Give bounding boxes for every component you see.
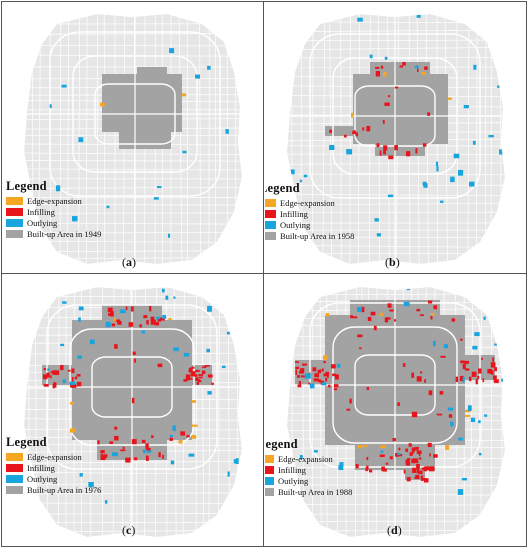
edge-expansion-swatch <box>6 452 23 461</box>
panel-caption-c: (c) <box>122 523 136 537</box>
outlying-swatch <box>6 218 23 227</box>
legend-item-edge-expansion: Edge-expansion <box>265 453 352 464</box>
map-panel-d: Legend Edge-expansion Infilling Outlying… <box>265 275 526 546</box>
built-up-swatch <box>6 229 23 238</box>
legend-label: Outlying <box>278 475 309 486</box>
legend-b: Legend Edge-expansion Infilling Outlying… <box>265 181 354 241</box>
city-map-d <box>287 287 505 537</box>
legend-item-infilling: Infilling <box>265 208 354 219</box>
legend-c: Legend Edge-expansion Infilling Outlying… <box>6 435 101 495</box>
legend-label: Outlying <box>27 217 58 228</box>
map-panel-b: Legend Edge-expansion Infilling Outlying… <box>265 2 526 273</box>
legend-a: Legend Edge-expansion Infilling Outlying… <box>6 179 101 239</box>
panel-caption-b: (b) <box>385 255 400 269</box>
legend-item-edge-expansion: Edge-expansion <box>265 197 354 208</box>
outlying-swatch <box>265 220 276 229</box>
legend-label: Built-up Area in 1949 <box>27 228 102 239</box>
outlying-swatch <box>6 474 23 483</box>
legend-label: Edge-expansion <box>27 451 82 462</box>
panel-caption-d: (d) <box>387 523 402 537</box>
map-panel-c: Legend Edge-expansion Infilling Outlying… <box>2 275 263 546</box>
legend-item-outlying: Outlying <box>6 217 101 228</box>
city-map-c <box>24 287 242 537</box>
map-panel-a: Legend Edge-expansion Infilling Outlying… <box>2 2 263 273</box>
legend-label: Built-up Area in 1988 <box>278 486 353 497</box>
edge-expansion-swatch <box>265 198 276 207</box>
legend-label: Outlying <box>280 219 311 230</box>
legend-title: Legend <box>6 179 47 193</box>
panel-divider-vertical <box>263 1 264 547</box>
edge-expansion-swatch <box>265 454 274 463</box>
panel-caption-a: (a) <box>122 255 136 269</box>
legend-label: Built-up Area in 1976 <box>27 484 102 495</box>
legend-item-infilling: Infilling <box>265 464 352 475</box>
legend-label: Infilling <box>27 206 55 217</box>
legend-label: Built-up Area in 1958 <box>280 230 355 241</box>
panel-divider-horizontal <box>1 273 527 274</box>
legend-item-edge-expansion: Edge-expansion <box>6 195 101 206</box>
infilling-swatch <box>265 465 274 474</box>
city-map-a <box>24 14 242 264</box>
edge-expansion-swatch <box>6 196 23 205</box>
legend-label: Edge-expansion <box>280 197 335 208</box>
infilling-swatch <box>6 463 23 472</box>
legend-d: Legend Edge-expansion Infilling Outlying… <box>265 437 352 497</box>
legend-label: Infilling <box>278 464 306 475</box>
legend-item-built-up: Built-up Area in 1949 <box>6 228 101 239</box>
legend-label: Outlying <box>27 473 58 484</box>
legend-item-outlying: Outlying <box>265 475 352 486</box>
legend-item-edge-expansion: Edge-expansion <box>6 451 101 462</box>
outlying-swatch <box>265 476 274 485</box>
legend-item-infilling: Infilling <box>6 206 101 217</box>
legend-label: Infilling <box>27 462 55 473</box>
legend-label: Edge-expansion <box>278 453 333 464</box>
legend-item-infilling: Infilling <box>6 462 101 473</box>
legend-title: Legend <box>6 435 47 449</box>
legend-item-built-up: Built-up Area in 1988 <box>265 486 352 497</box>
city-map-b <box>287 14 505 264</box>
legend-item-built-up: Built-up Area in 1976 <box>6 484 101 495</box>
legend-item-built-up: Built-up Area in 1958 <box>265 230 354 241</box>
legend-label: Edge-expansion <box>27 195 82 206</box>
legend-item-outlying: Outlying <box>6 473 101 484</box>
infilling-swatch <box>265 209 276 218</box>
legend-label: Infilling <box>280 208 308 219</box>
built-up-swatch <box>265 487 274 496</box>
legend-item-outlying: Outlying <box>265 219 354 230</box>
legend-title: Legend <box>265 181 300 195</box>
legend-title: Legend <box>265 437 298 451</box>
built-up-swatch <box>265 231 276 240</box>
built-up-swatch <box>6 485 23 494</box>
infilling-swatch <box>6 207 23 216</box>
